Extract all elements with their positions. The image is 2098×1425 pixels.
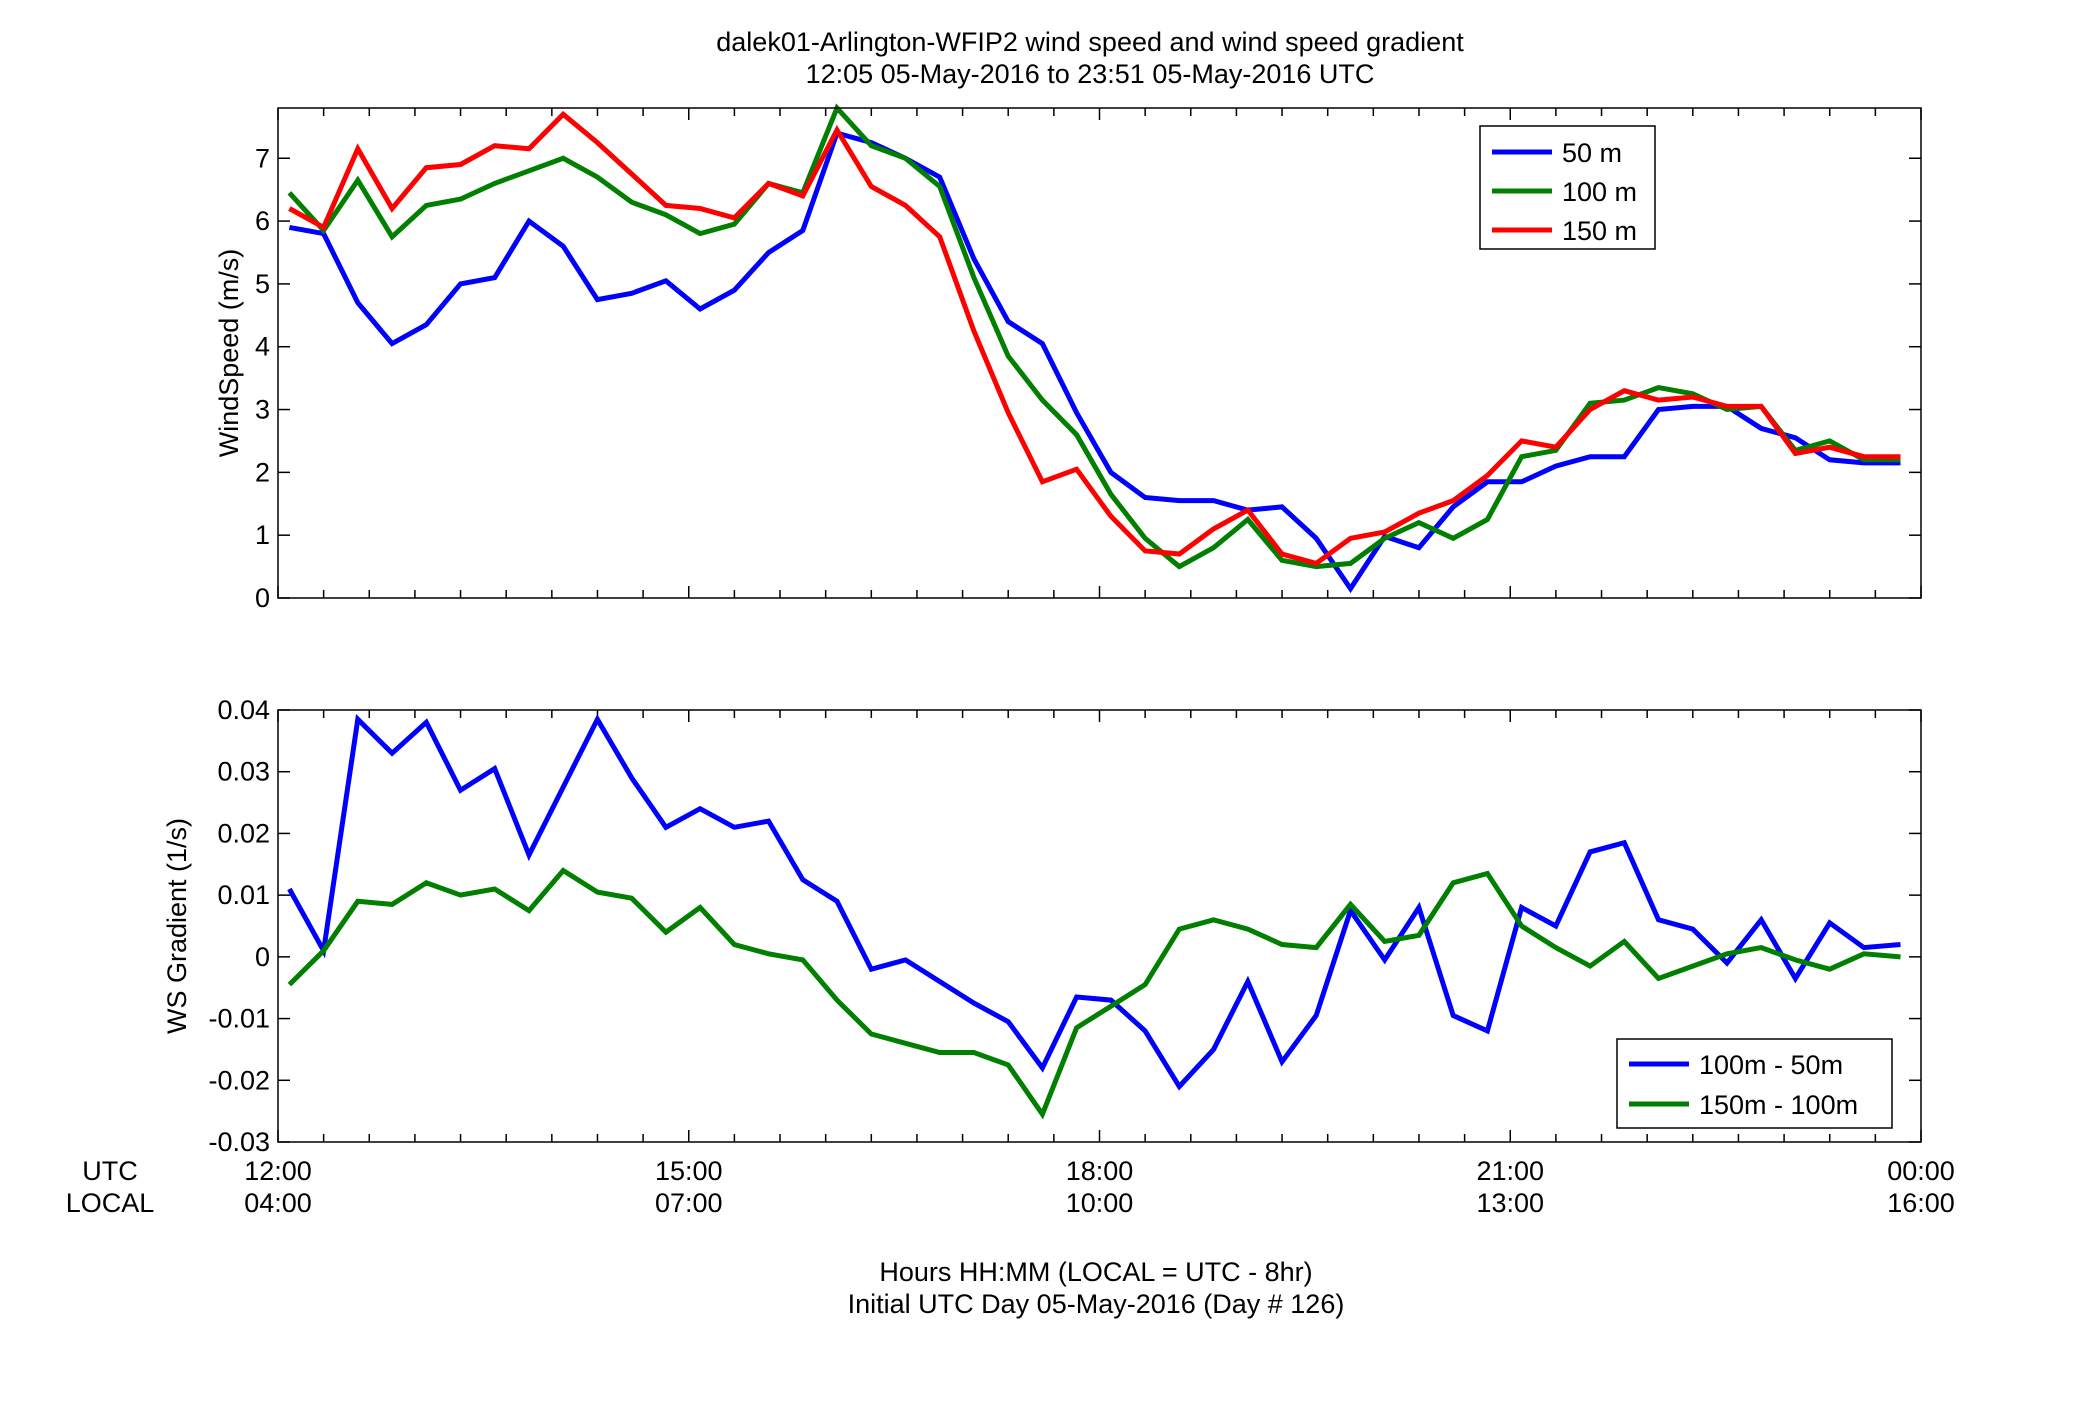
legend-item-100m-50m: 100m - 50m xyxy=(1629,1050,1843,1080)
local-row-label: LOCAL xyxy=(66,1188,155,1218)
ws-gradient-series-line-0 xyxy=(287,714,1901,1091)
x-axis-label-line1: Hours HH:MM (LOCAL = UTC - 8hr) xyxy=(879,1257,1312,1287)
x-tick-label-utc: 12:00 xyxy=(244,1156,312,1186)
x-axis-label-line2: Initial UTC Day 05-May-2016 (Day # 126) xyxy=(848,1289,1345,1319)
wind-speed-y-tick-label: 0 xyxy=(255,583,270,613)
wind-speed-series-line-1 xyxy=(287,103,1901,570)
wind-speed-ylabel: WindSpeed (m/s) xyxy=(214,249,244,458)
wind-speed-y-tick-label: 1 xyxy=(255,520,270,550)
x-tick-label-local: 04:00 xyxy=(244,1188,312,1218)
wind-speed-series-line-0 xyxy=(288,130,1901,594)
wind-speed-plot-frame xyxy=(277,107,1922,599)
legend-item-150m: 150 m xyxy=(1492,216,1637,246)
ws-gradient-y-tick-label: -0.02 xyxy=(208,1065,270,1095)
x-tick-label-local: 13:00 xyxy=(1476,1188,1544,1218)
wind-speed-y-tick-label: 5 xyxy=(255,269,270,299)
ws-gradient-ylabel: WS Gradient (1/s) xyxy=(162,818,192,1034)
legend-label-100m: 100 m xyxy=(1562,177,1637,207)
utc-row-label: UTC xyxy=(82,1156,138,1186)
wind-speed-y-tick-label: 4 xyxy=(255,332,270,362)
wind-speed-legend: 50 m 100 m 150 m xyxy=(1479,125,1656,250)
ws-gradient-y-tick-label: 0.02 xyxy=(217,818,270,848)
x-tick-label-local: 16:00 xyxy=(1887,1188,1955,1218)
legend-item-100m: 100 m xyxy=(1492,177,1637,207)
wind-speed-y-tick-label: 3 xyxy=(255,395,270,425)
x-tick-label-utc: 21:00 xyxy=(1476,1156,1544,1186)
x-tick-label-utc: 18:00 xyxy=(1066,1156,1134,1186)
ws-gradient-y-tick-label: 0 xyxy=(255,942,270,972)
wind-speed-series xyxy=(287,103,1901,594)
ws-gradient-legend: 100m - 50m 150m - 100m xyxy=(1616,1038,1893,1129)
ws-gradient-ticks: -0.03 -0.02 -0.01 0 0.01 0.02 0.03 0.04 xyxy=(208,695,1922,1157)
ws-gradient-plot-frame xyxy=(277,709,1922,1143)
ws-gradient-series xyxy=(287,714,1901,1120)
ws-gradient-y-tick-label: 0.01 xyxy=(217,880,270,910)
legend-label-50m: 50 m xyxy=(1562,138,1622,168)
ws-gradient-panel: -0.03 -0.02 -0.01 0 0.01 0.02 0.03 0.04 WS Grad… xyxy=(162,695,1922,1157)
wind-speed-series-line-2 xyxy=(288,110,1901,567)
x-tick-label-local: 07:00 xyxy=(655,1188,723,1218)
legend-label-150m-100m: 150m - 100m xyxy=(1699,1090,1858,1120)
x-tick-label-utc: 00:00 xyxy=(1887,1156,1955,1186)
ws-gradient-series-line-1 xyxy=(287,867,1901,1120)
wind-speed-y-tick-label: 7 xyxy=(255,143,270,173)
x-tick-label-local: 10:00 xyxy=(1066,1188,1134,1218)
ws-gradient-y-tick-label: 0.03 xyxy=(217,757,270,787)
legend-label-150m: 150 m xyxy=(1562,216,1637,246)
chart-title-line1: dalek01-Arlington-WFIP2 wind speed and w… xyxy=(716,27,1464,57)
wind-speed-y-tick-label: 2 xyxy=(255,457,270,487)
chart-title-line2: 12:05 05-May-2016 to 23:51 05-May-2016 U… xyxy=(806,59,1375,89)
ws-gradient-legend-box xyxy=(1616,1038,1893,1129)
ws-gradient-y-tick-label: -0.01 xyxy=(208,1004,270,1034)
legend-item-150m-100m: 150m - 100m xyxy=(1629,1090,1858,1120)
x-tick-label-utc: 15:00 xyxy=(655,1156,723,1186)
wind-speed-y-tick-label: 6 xyxy=(255,206,270,236)
wind-speed-panel: 0 1 2 3 4 5 6 7 WindSpeed (m/s) 50 m 100 m 150 … xyxy=(214,103,1922,613)
wind-speed-legend-box xyxy=(1479,125,1656,250)
ws-gradient-y-tick-label: -0.03 xyxy=(208,1127,270,1157)
legend-item-50m: 50 m xyxy=(1492,138,1622,168)
ws-gradient-y-tick-label: 0.04 xyxy=(217,695,270,725)
legend-label-100m-50m: 100m - 50m xyxy=(1699,1050,1843,1080)
